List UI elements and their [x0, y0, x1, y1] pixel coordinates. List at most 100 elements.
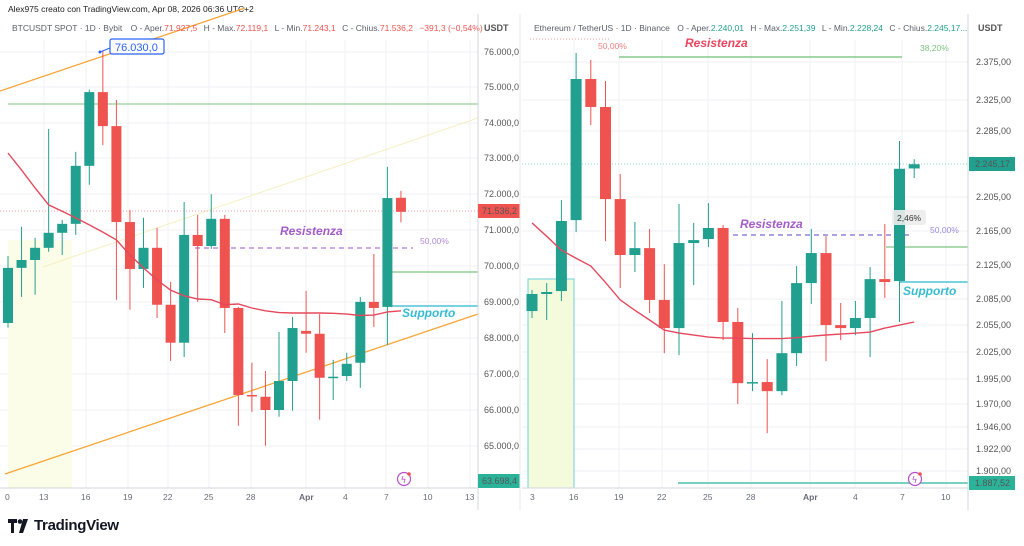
candle[interactable] [382, 166, 393, 345]
eth-lightning-icon[interactable]: ϟ [907, 471, 923, 487]
candle[interactable] [165, 281, 176, 361]
candle[interactable] [260, 370, 271, 446]
svg-text:ϟ: ϟ [912, 476, 918, 486]
btc-high-callout[interactable]: 76.030,0 [98, 38, 165, 55]
candle[interactable] [138, 217, 149, 288]
candle[interactable] [541, 283, 553, 321]
candle[interactable] [124, 209, 135, 310]
candle[interactable] [246, 362, 257, 412]
candle-body [274, 381, 284, 410]
btc-chart-pane[interactable]: Resistenza 50,00% Supporto 76.030,0 BTCU… [0, 7, 483, 488]
candle-body [644, 248, 656, 300]
eth-moving-average-line [531, 222, 915, 340]
candle-body [614, 199, 626, 256]
candle[interactable] [16, 226, 27, 297]
candle[interactable] [658, 264, 670, 354]
candle[interactable] [629, 222, 641, 273]
candle-body [111, 126, 122, 223]
eth-time-axis[interactable]: 3 16 19 22 25 28 Apr 4 7 10 [522, 487, 968, 502]
candle[interactable] [111, 99, 122, 300]
candle-body [791, 283, 803, 354]
candle[interactable] [314, 314, 325, 420]
eth-symbol[interactable]: Ethereum / TetherUS · 1D · Binance [534, 23, 670, 33]
candle[interactable] [57, 219, 68, 255]
btc-price-axis[interactable]: USDT 76.000,0 75.000,0 74.000,0 73.000,0… [477, 14, 520, 510]
candle[interactable] [864, 267, 876, 358]
candle[interactable] [97, 50, 108, 146]
candle[interactable] [3, 256, 13, 328]
candle[interactable] [614, 173, 626, 289]
candle[interactable] [849, 300, 861, 336]
candle[interactable] [747, 333, 758, 392]
candle[interactable] [341, 352, 352, 382]
candle[interactable] [179, 202, 190, 358]
btc-highlight-zone[interactable] [8, 240, 72, 488]
candle[interactable] [355, 296, 366, 388]
candle[interactable] [84, 89, 95, 185]
time-tick: 4 [343, 492, 348, 502]
btc-low-tag [478, 474, 520, 488]
btc-time-axis[interactable]: 0 13 16 19 22 25 28 Apr 4 7 10 13 [0, 487, 478, 502]
candle[interactable] [673, 204, 685, 356]
btc-symbol[interactable]: BTCUSDT SPOT · 1D · Bybit [12, 23, 123, 33]
candle[interactable] [761, 359, 773, 434]
candle-body [747, 382, 758, 384]
time-tick: 13 [465, 492, 475, 502]
candle-body [835, 325, 847, 329]
candle[interactable] [301, 290, 312, 353]
eth-chart-pane[interactable]: 50,00% Resistenza 38,20% Resistenza 50,0… [519, 14, 968, 510]
candle[interactable] [879, 223, 891, 298]
candle[interactable] [805, 228, 817, 304]
candle[interactable] [30, 237, 41, 295]
candle-body [820, 253, 832, 326]
candle[interactable] [43, 128, 54, 252]
candle[interactable] [192, 214, 203, 302]
candle-body [57, 223, 68, 233]
candle[interactable] [152, 227, 163, 318]
candle[interactable] [717, 224, 729, 341]
candle-body [206, 218, 217, 247]
candle[interactable] [644, 228, 656, 314]
candle[interactable] [702, 203, 714, 248]
eth-highlight-zone[interactable] [527, 278, 575, 489]
candle[interactable] [776, 300, 788, 396]
candle[interactable] [585, 60, 597, 125]
price-tick: 2.205,00 [976, 192, 1011, 202]
btc-lightning-icon[interactable]: ϟ [396, 471, 412, 487]
candle[interactable] [219, 214, 230, 334]
candle-body [124, 222, 135, 269]
candle[interactable] [233, 306, 244, 426]
candle[interactable] [328, 359, 339, 400]
candle[interactable] [395, 190, 406, 223]
btc-support-label: Supporto [402, 306, 455, 320]
eth-price-axis[interactable]: USDT 2.375,00 2.325,00 2.285,00 2.205,00… [967, 14, 1015, 510]
svg-text:ϟ: ϟ [401, 476, 407, 486]
candle[interactable] [791, 266, 803, 367]
candle[interactable] [274, 331, 284, 417]
candle-body [179, 234, 190, 343]
tradingview-logo[interactable]: TradingView [8, 517, 119, 534]
candle[interactable] [70, 151, 81, 235]
candle[interactable] [368, 253, 379, 327]
candle[interactable] [732, 307, 744, 405]
tradingview-wordmark: TradingView [34, 517, 119, 534]
candle-body [70, 165, 81, 224]
candle-body [368, 301, 379, 308]
price-tick: 67.000,0 [484, 369, 519, 379]
price-tick: 66.000,0 [484, 405, 519, 415]
candle[interactable] [820, 236, 832, 362]
time-tick: 7 [900, 492, 905, 502]
candle[interactable] [570, 52, 582, 233]
candle[interactable] [688, 222, 700, 286]
candle[interactable] [600, 81, 611, 242]
candle-body [395, 197, 406, 212]
candle-body [246, 394, 257, 397]
candle[interactable] [206, 194, 217, 249]
candle-body [3, 267, 13, 324]
candle[interactable] [526, 290, 538, 319]
candle-body [688, 240, 700, 244]
candle[interactable] [287, 316, 298, 411]
candle[interactable] [908, 159, 920, 179]
btc-channel-mid-line[interactable] [42, 117, 479, 268]
